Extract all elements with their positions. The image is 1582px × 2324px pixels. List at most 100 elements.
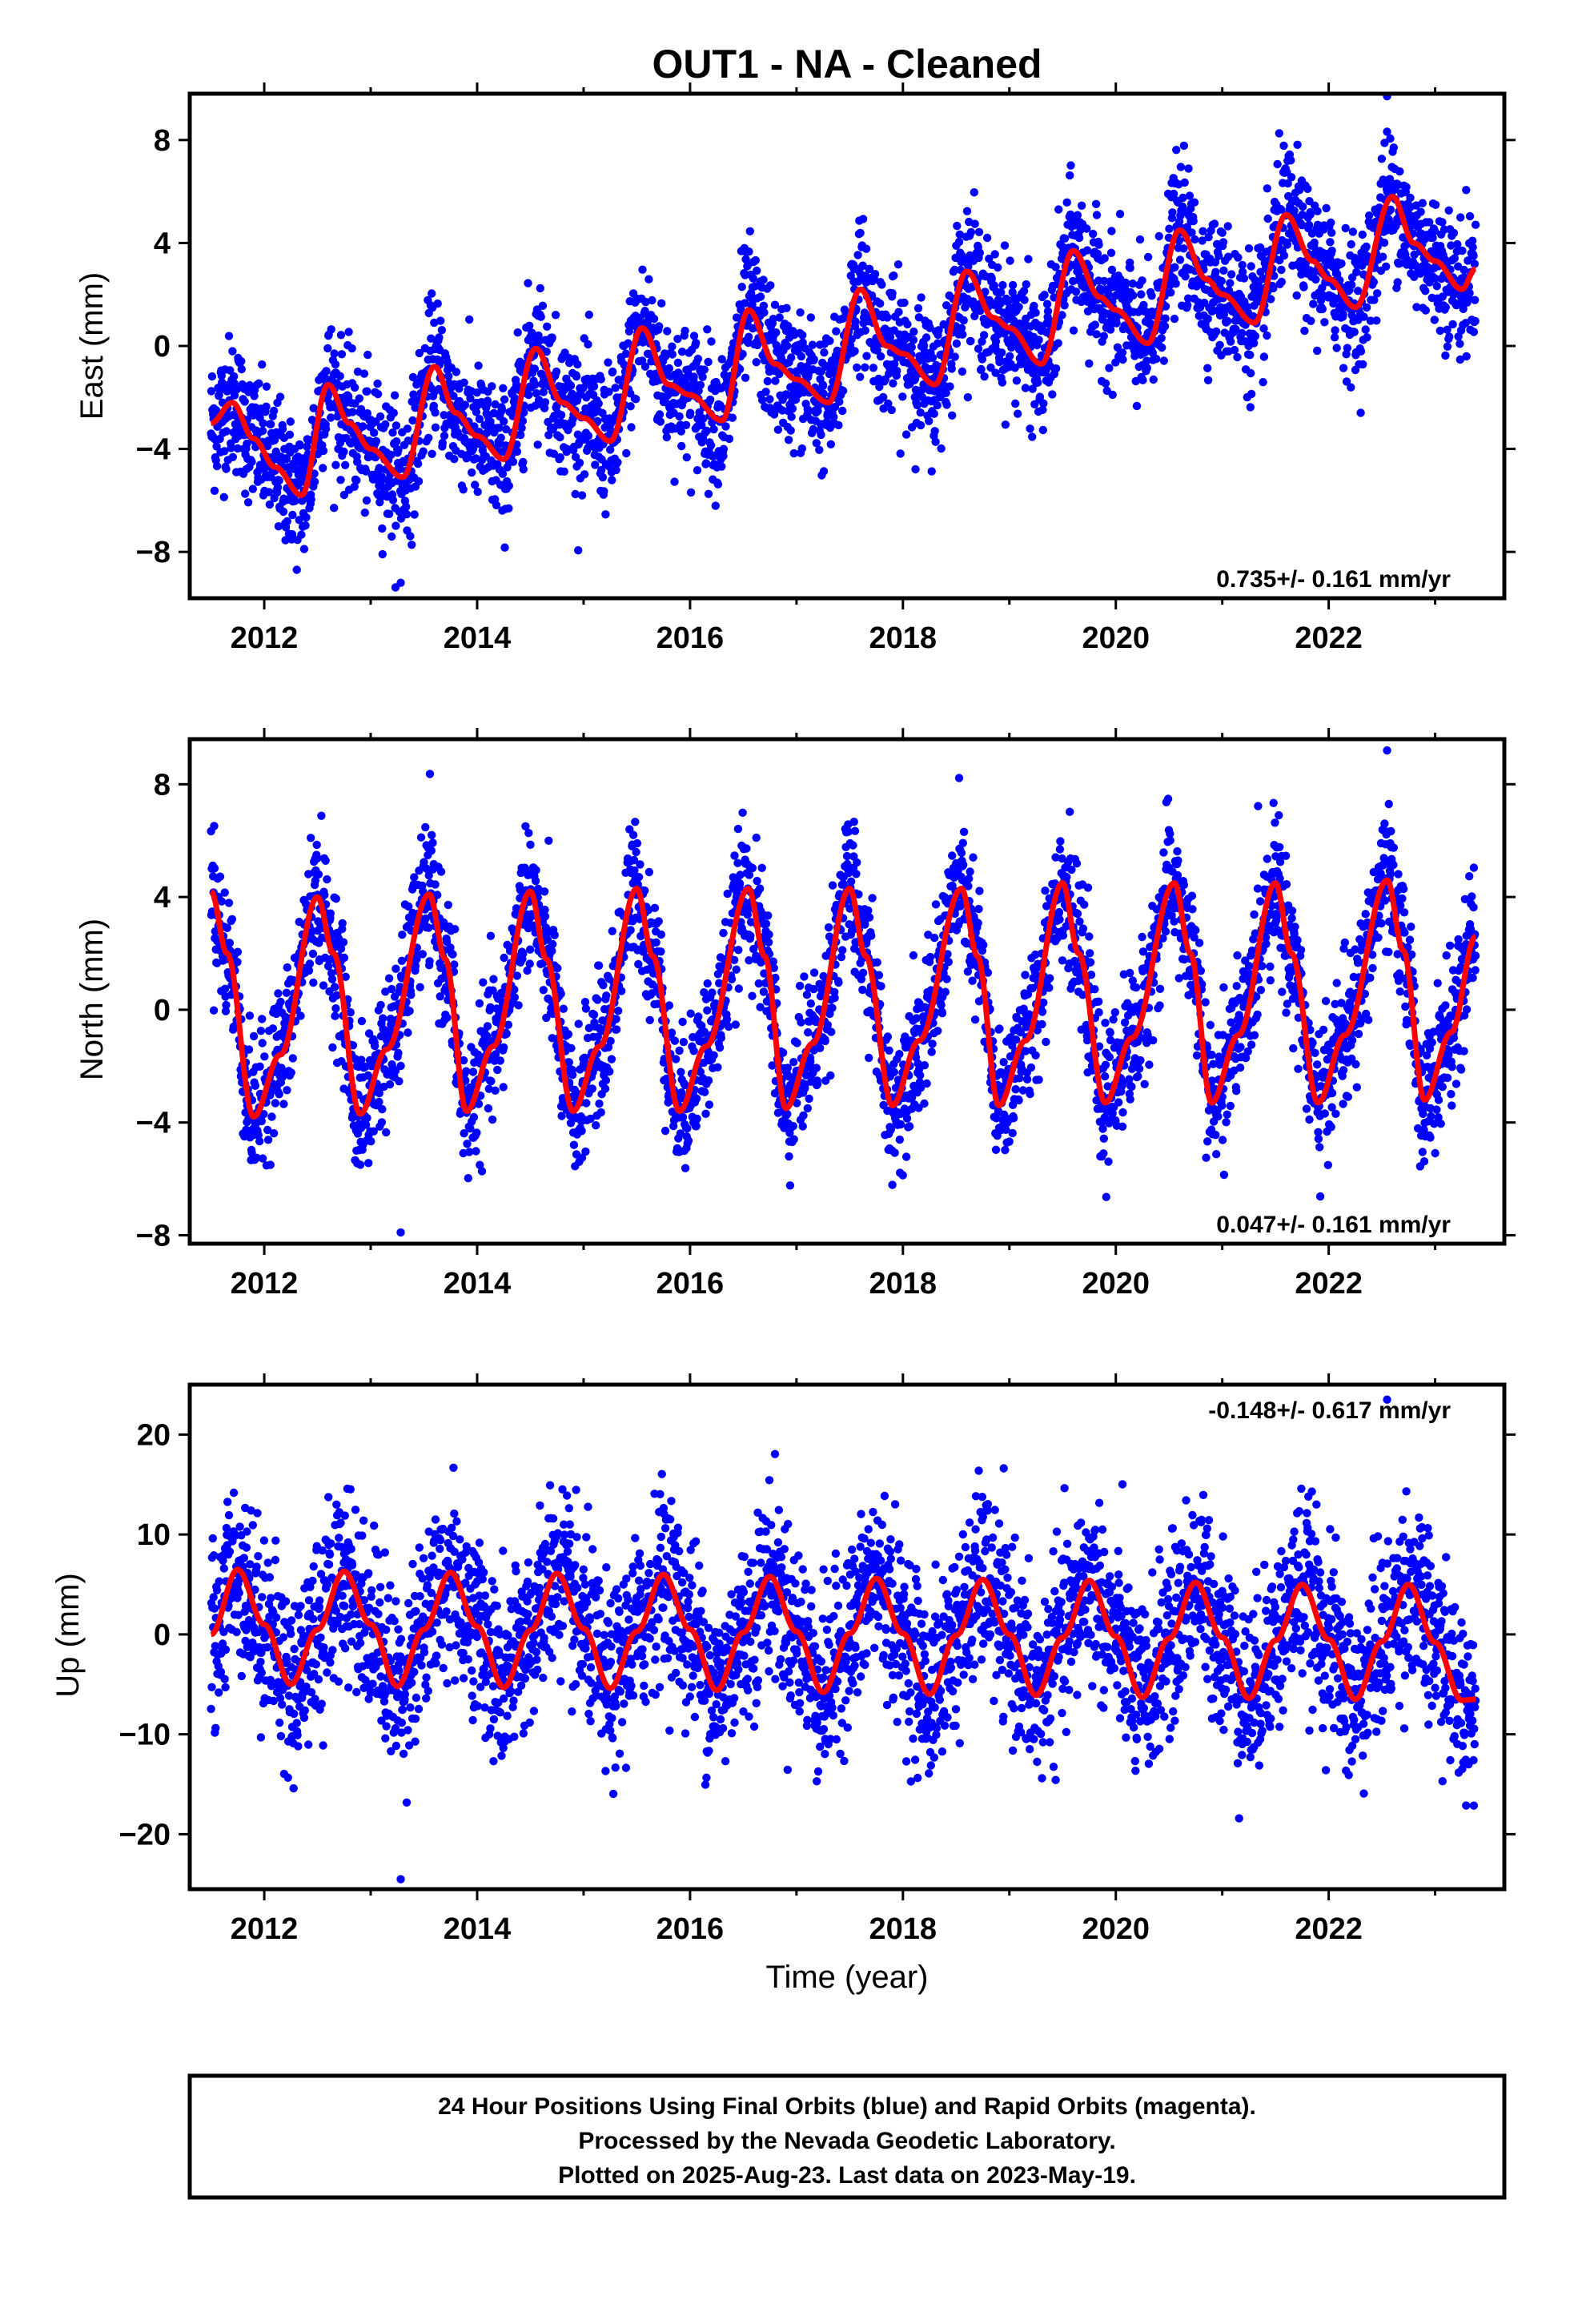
panel-east: East (mm) 2012 2014 2016 2018 2020 2022−8−404…	[74, 82, 1516, 655]
data-point	[1137, 290, 1146, 299]
data-point	[624, 327, 634, 336]
data-point	[1469, 251, 1478, 260]
data-point	[948, 411, 957, 420]
data-point	[285, 430, 295, 439]
data-point	[363, 409, 372, 418]
data-point	[259, 419, 267, 428]
data-point	[649, 314, 659, 324]
data-point	[376, 1000, 385, 1010]
data-point	[463, 1140, 472, 1148]
data-point	[1431, 200, 1440, 209]
data-point	[323, 344, 332, 353]
data-point	[519, 464, 528, 474]
data-point	[220, 447, 229, 456]
data-point	[931, 437, 940, 446]
data-point	[319, 464, 327, 472]
data-point	[241, 489, 250, 498]
data-point	[1279, 251, 1289, 260]
data-point	[648, 296, 656, 305]
data-point	[575, 458, 584, 468]
data-point	[631, 818, 640, 826]
data-point	[966, 227, 976, 237]
data-point	[437, 326, 447, 335]
data-point	[681, 420, 691, 429]
data-point	[942, 388, 950, 397]
data-point	[950, 352, 959, 361]
data-point	[606, 445, 615, 454]
data-point	[330, 983, 339, 991]
data-point	[510, 993, 519, 1002]
data-point	[524, 279, 532, 287]
x-tick-label: 2018	[869, 621, 938, 655]
data-point	[621, 349, 631, 358]
data-point	[772, 328, 781, 337]
data-point	[1171, 279, 1180, 288]
data-point	[744, 332, 753, 341]
data-point	[601, 1076, 611, 1085]
data-point	[825, 336, 834, 345]
data-point	[798, 331, 807, 340]
data-point	[569, 1140, 579, 1149]
data-point	[1135, 235, 1145, 244]
data-point	[1292, 291, 1301, 300]
data-point	[890, 360, 899, 368]
data-point	[626, 402, 635, 411]
data-point	[626, 926, 635, 935]
data-point	[756, 292, 765, 301]
data-point	[601, 510, 610, 519]
data-point	[286, 417, 295, 426]
data-point	[1054, 339, 1062, 348]
data-point	[654, 917, 663, 926]
data-point	[425, 957, 434, 966]
data-point	[692, 339, 701, 348]
data-point	[998, 280, 1007, 290]
data-point	[1456, 213, 1465, 222]
data-point	[909, 328, 918, 336]
data-point	[435, 333, 444, 342]
data-point	[1028, 384, 1037, 393]
data-point	[1000, 241, 1010, 250]
data-point	[269, 406, 279, 416]
data-point	[1469, 328, 1479, 336]
data-point	[268, 1024, 277, 1033]
data-point	[472, 408, 481, 416]
data-point	[1030, 301, 1038, 311]
data-point	[1058, 311, 1066, 320]
data-point	[1020, 296, 1029, 304]
data-point	[672, 1055, 681, 1063]
data-point	[255, 379, 263, 388]
data-point	[331, 895, 340, 903]
data-point	[1273, 159, 1282, 169]
data-point	[581, 1004, 591, 1013]
data-point	[656, 417, 665, 426]
data-point	[1300, 326, 1309, 336]
data-point	[1277, 277, 1287, 287]
data-point	[539, 388, 548, 396]
data-point	[488, 1115, 497, 1124]
data-point	[645, 1015, 654, 1025]
data-point	[500, 1043, 508, 1052]
data-point	[982, 233, 992, 243]
data-point	[1100, 254, 1109, 263]
data-point	[964, 262, 973, 271]
data-point	[1363, 333, 1371, 342]
data-point	[559, 1004, 568, 1013]
data-point	[409, 390, 418, 399]
data-point	[520, 408, 528, 417]
data-point	[1331, 326, 1339, 335]
data-point	[595, 1100, 604, 1108]
data-point	[996, 299, 1005, 308]
data-point	[879, 392, 888, 402]
data-point	[539, 986, 548, 995]
data-point	[389, 408, 398, 417]
data-point	[273, 483, 283, 492]
data-point	[928, 353, 938, 362]
data-point	[1092, 211, 1102, 219]
data-point	[359, 369, 369, 378]
data-point	[644, 867, 654, 877]
y-tick-label: 8	[154, 124, 171, 158]
data-point	[594, 399, 603, 408]
data-point	[1438, 218, 1447, 227]
data-point	[489, 975, 498, 983]
data-point	[752, 358, 761, 367]
